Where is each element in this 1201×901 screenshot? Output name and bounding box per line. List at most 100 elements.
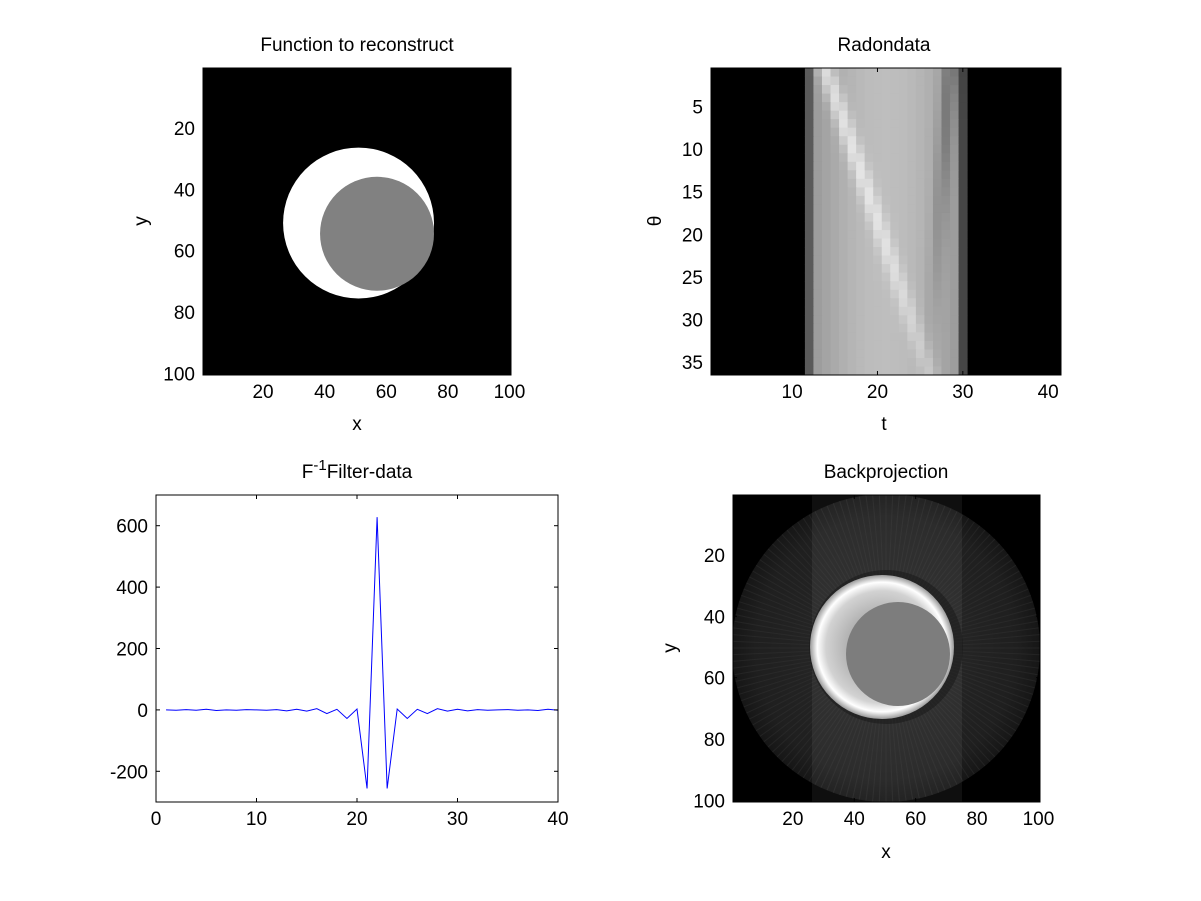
sinogram-cell bbox=[899, 281, 908, 290]
sinogram-cell bbox=[865, 273, 874, 282]
x-tick-label: 0 bbox=[151, 809, 162, 830]
sinogram-cell bbox=[813, 341, 822, 350]
sinogram-cell bbox=[848, 170, 857, 179]
sinogram-cell bbox=[941, 366, 950, 375]
sinogram-cell bbox=[848, 102, 857, 111]
sinogram-cell bbox=[822, 153, 831, 162]
sinogram-cell bbox=[941, 230, 950, 239]
sinogram-cell bbox=[933, 145, 942, 154]
sinogram-cell bbox=[890, 298, 899, 307]
sinogram-cell bbox=[839, 315, 848, 324]
sinogram-cell bbox=[831, 102, 840, 111]
sinogram-cell bbox=[848, 307, 857, 316]
sinogram-cell bbox=[933, 298, 942, 307]
y-tick-label: 40 bbox=[704, 607, 725, 628]
sinogram-cell bbox=[950, 94, 959, 103]
sinogram-cell bbox=[907, 187, 916, 196]
sinogram-cell bbox=[805, 239, 814, 248]
sinogram-cell bbox=[865, 239, 874, 248]
sinogram-cell bbox=[941, 77, 950, 86]
sinogram-cell bbox=[933, 273, 942, 282]
sinogram-cell bbox=[882, 349, 891, 358]
sinogram-cell bbox=[813, 349, 822, 358]
sinogram-cell bbox=[882, 281, 891, 290]
sinogram-cell bbox=[933, 102, 942, 111]
sinogram-cell bbox=[822, 170, 831, 179]
y-tick-label: 15 bbox=[682, 183, 703, 204]
sinogram-cell bbox=[890, 145, 899, 154]
sinogram-cell bbox=[848, 315, 857, 324]
sinogram-cell bbox=[848, 341, 857, 350]
sinogram-cell bbox=[813, 153, 822, 162]
sinogram-cell bbox=[865, 204, 874, 213]
sinogram-cell bbox=[916, 145, 925, 154]
sinogram-cell bbox=[959, 85, 968, 94]
sinogram-cell bbox=[856, 204, 865, 213]
sinogram-cell bbox=[813, 102, 822, 111]
sinogram-cell bbox=[848, 349, 857, 358]
sinogram-cell bbox=[890, 77, 899, 86]
sinogram-cell bbox=[941, 187, 950, 196]
sinogram-cell bbox=[924, 170, 933, 179]
sinogram-cell bbox=[813, 94, 822, 103]
sinogram-cell bbox=[865, 307, 874, 316]
sinogram-cell bbox=[950, 298, 959, 307]
sinogram-cell bbox=[899, 273, 908, 282]
sinogram-cell bbox=[899, 247, 908, 256]
sinogram-cell bbox=[950, 332, 959, 341]
sinogram-cell bbox=[959, 256, 968, 265]
y-tick-label: 60 bbox=[174, 242, 195, 263]
sinogram-cell bbox=[933, 230, 942, 239]
sinogram-cell bbox=[941, 332, 950, 341]
x-tick-label: 30 bbox=[952, 382, 973, 403]
sinogram-cell bbox=[839, 136, 848, 145]
sinogram-cell bbox=[890, 213, 899, 222]
sinogram-cell bbox=[916, 247, 925, 256]
sinogram-cell bbox=[822, 256, 831, 265]
y-tick-label: 60 bbox=[704, 669, 725, 690]
sinogram-cell bbox=[941, 179, 950, 188]
panel2-title: Radondata bbox=[838, 35, 931, 56]
sinogram-cell bbox=[865, 324, 874, 333]
x-tick-label: 10 bbox=[782, 382, 803, 403]
sinogram-cell bbox=[839, 366, 848, 375]
panel4-xlabel: x bbox=[881, 842, 891, 863]
sinogram-cell bbox=[839, 85, 848, 94]
sinogram-cell bbox=[813, 204, 822, 213]
sinogram-cell bbox=[848, 230, 857, 239]
sinogram-cell bbox=[933, 290, 942, 299]
sinogram-cell bbox=[831, 298, 840, 307]
sinogram-cell bbox=[848, 94, 857, 103]
sinogram-cell bbox=[839, 102, 848, 111]
sinogram-cell bbox=[890, 179, 899, 188]
sinogram-cell bbox=[856, 358, 865, 367]
sinogram-cell bbox=[831, 68, 840, 77]
sinogram-cell bbox=[882, 222, 891, 231]
sinogram-cell bbox=[805, 128, 814, 137]
sinogram-cell bbox=[848, 68, 857, 77]
sinogram-cell bbox=[933, 136, 942, 145]
sinogram-cell bbox=[882, 153, 891, 162]
sinogram-cell bbox=[933, 315, 942, 324]
sinogram-cell bbox=[890, 196, 899, 205]
sinogram-cell bbox=[933, 324, 942, 333]
sinogram-cell bbox=[924, 358, 933, 367]
sinogram-cell bbox=[873, 298, 882, 307]
sinogram-cell bbox=[805, 358, 814, 367]
sinogram-cell bbox=[839, 94, 848, 103]
sinogram-cell bbox=[856, 341, 865, 350]
panel3-plot-area bbox=[156, 495, 558, 802]
sinogram-cell bbox=[865, 213, 874, 222]
sinogram-cell bbox=[805, 204, 814, 213]
sinogram-cell bbox=[873, 264, 882, 273]
sinogram-cell bbox=[924, 102, 933, 111]
sinogram-cell bbox=[813, 162, 822, 171]
sinogram-cell bbox=[822, 136, 831, 145]
sinogram-cell bbox=[924, 68, 933, 77]
sinogram-cell bbox=[813, 315, 822, 324]
sinogram-cell bbox=[873, 111, 882, 120]
sinogram-cell bbox=[873, 179, 882, 188]
sinogram-cell bbox=[907, 111, 916, 120]
panel-filter-data: F-1Filter-data 0 10 20 30 40-2000200400600 bbox=[110, 457, 569, 830]
x-tick-label: 80 bbox=[966, 809, 987, 830]
